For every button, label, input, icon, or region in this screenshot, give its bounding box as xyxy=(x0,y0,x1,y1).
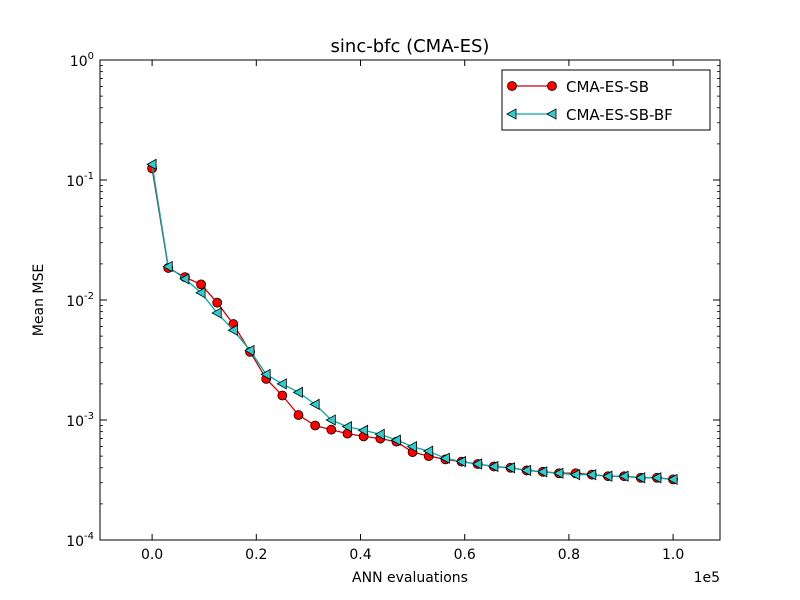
y-tick-label: 10-3 xyxy=(66,411,94,430)
data-point-cma-es-sb xyxy=(212,297,223,308)
legend-label-cma-es-sb: CMA-ES-SB xyxy=(566,78,649,96)
data-point-cma-es-sb-bf xyxy=(227,324,238,336)
data-point-cma-es-sb-bf xyxy=(260,368,271,381)
data-point-cma-es-sb-bf xyxy=(651,472,662,484)
legend-marker-cma-es-sb-bf-end xyxy=(546,108,557,120)
data-point-cma-es-sb-bf xyxy=(504,462,515,474)
data-point-cma-es-sb-bf xyxy=(406,440,418,453)
data-point-cma-es-sb-bf xyxy=(553,467,564,479)
data-point-cma-es-sb-bf xyxy=(602,470,613,482)
x-tick-label: 0.6 xyxy=(454,547,476,563)
data-point-cma-es-sb-bf xyxy=(179,273,190,285)
data-point-cma-es-sb-bf xyxy=(244,344,255,357)
data-point-cma-es-sb-bf xyxy=(569,469,581,481)
data-point-cma-es-sb-bf xyxy=(357,424,369,437)
x-tick-label: 0.4 xyxy=(349,547,371,563)
x-tick-label: 0.0 xyxy=(141,547,163,563)
data-point-cma-es-sb xyxy=(196,279,206,290)
data-point-cma-es-sb-bf xyxy=(667,473,678,486)
data-point-cma-es-sb-bf xyxy=(422,445,434,457)
legend-marker-cma-es-sb-start xyxy=(507,81,517,91)
legend-marker-cma-es-sb-bf-start xyxy=(506,108,517,120)
x-tick-label: 0.8 xyxy=(558,547,580,563)
data-point-cma-es-sb-bf xyxy=(374,428,385,440)
y-tick-label: 10-2 xyxy=(66,291,94,310)
legend: CMA-ES-SB CMA-ES-SB-BF xyxy=(501,69,711,131)
series-layer xyxy=(146,158,679,486)
data-point-cma-es-sb xyxy=(293,410,304,420)
data-point-cma-es-sb xyxy=(310,420,321,431)
data-point-cma-es-sb-bf xyxy=(471,458,483,470)
data-point-cma-es-sb xyxy=(277,390,288,401)
data-point-cma-es-sb-bf xyxy=(439,452,450,464)
data-point-cma-es-sb-bf xyxy=(195,287,206,299)
data-point-cma-es-sb-bf xyxy=(341,420,352,433)
x-offset-text: 1e5 xyxy=(694,570,720,586)
y-tick-label: 10-4 xyxy=(66,531,94,550)
tick-layer: 0.0 0.2 0.4 0.6 0.8 1.0 100 10-1 10-2 10-3 10-4 xyxy=(66,51,720,563)
data-point-cma-es-sb-bf xyxy=(146,158,157,171)
x-tick-label: 1.0 xyxy=(662,547,684,563)
data-point-cma-es-sb-bf xyxy=(634,472,646,484)
data-point-cma-es-sb-bf xyxy=(455,455,466,468)
data-point-cma-es-sb-bf xyxy=(586,469,597,481)
data-point-cma-es-sb-bf xyxy=(618,470,629,482)
legend-box xyxy=(501,69,711,131)
data-point-cma-es-sb-bf xyxy=(292,386,303,399)
data-point-cma-es-sb-bf xyxy=(211,307,222,319)
x-axis-label: ANN evaluations xyxy=(352,570,468,586)
data-point-cma-es-sb-bf xyxy=(162,260,173,273)
data-point-cma-es-sb-bf xyxy=(488,460,499,473)
legend-marker-cma-es-sb-end xyxy=(547,81,557,91)
y-tick-label: 10-1 xyxy=(66,171,94,190)
y-tick-label: 100 xyxy=(70,51,94,70)
data-point-cma-es-sb xyxy=(326,424,337,435)
data-point-cma-es-sb-bf xyxy=(537,466,548,478)
chart-title: sinc-bfc (CMA-ES) xyxy=(331,36,490,57)
y-axis-label: Mean MSE xyxy=(31,264,47,336)
x-tick-label: 0.2 xyxy=(245,547,267,563)
legend-label-cma-es-sb-bf: CMA-ES-SB-BF xyxy=(566,106,673,124)
data-point-cma-es-sb-bf xyxy=(309,398,320,411)
data-point-cma-es-sb-bf xyxy=(390,434,401,446)
data-point-cma-es-sb-bf xyxy=(520,464,532,477)
data-point-cma-es-sb-bf xyxy=(276,378,287,390)
data-point-cma-es-sb-bf xyxy=(325,414,336,426)
